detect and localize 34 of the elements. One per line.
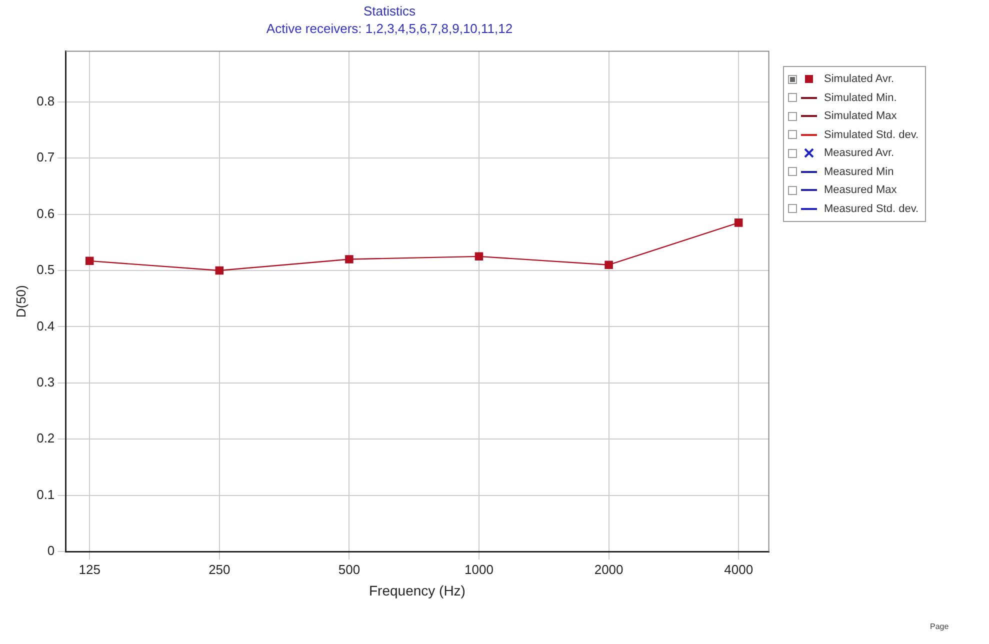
x-tick-label: 2000 <box>594 562 624 577</box>
point <box>85 256 94 266</box>
point <box>474 252 484 261</box>
point <box>734 218 743 227</box>
y-tick-label: 0 <box>47 543 55 558</box>
legend-label: Simulated Avr. <box>824 73 894 86</box>
y-tick-label: 0.2 <box>36 430 55 446</box>
y-tick-label: 0.5 <box>36 262 55 278</box>
legend-label: Measured Max <box>824 184 897 196</box>
y-tick-label: 0.4 <box>36 318 55 334</box>
text: Page <box>930 622 949 631</box>
x-tick-label: 4000 <box>724 562 754 577</box>
x-axis-title: Frequency (Hz) <box>369 582 466 598</box>
legend-label: Simulated Min. <box>824 92 897 104</box>
chart-subtitle: Active receivers: 1,2,3,4,5,6,7,8,9,10,11,12 <box>266 20 513 36</box>
y-axis-title: D(50) <box>13 285 28 318</box>
legend-label: Simulated Max <box>824 110 897 122</box>
legend-label: Measured Min <box>824 166 894 178</box>
legend-label: Measured Avr. <box>824 147 894 160</box>
x-tick-label: 1000 <box>464 562 494 577</box>
chart-title: Statistics <box>363 3 416 18</box>
x-tick-label: 125 <box>78 562 100 577</box>
y-tick-label: 0.3 <box>36 374 55 390</box>
point <box>604 260 613 269</box>
x-tick-label: 250 <box>208 562 230 577</box>
y-tick-label: 0.1 <box>36 486 55 502</box>
legend-label: Measured Std. dev. <box>824 202 919 215</box>
y-tick-label: 0.6 <box>36 206 55 221</box>
point <box>215 266 224 275</box>
y-tick-label: 0.8 <box>36 93 55 108</box>
point <box>345 255 354 264</box>
y-tick-label: 0.7 <box>36 150 55 165</box>
legend-label: Simulated Std. dev. <box>824 128 919 141</box>
x-tick-label: 500 <box>338 562 360 577</box>
